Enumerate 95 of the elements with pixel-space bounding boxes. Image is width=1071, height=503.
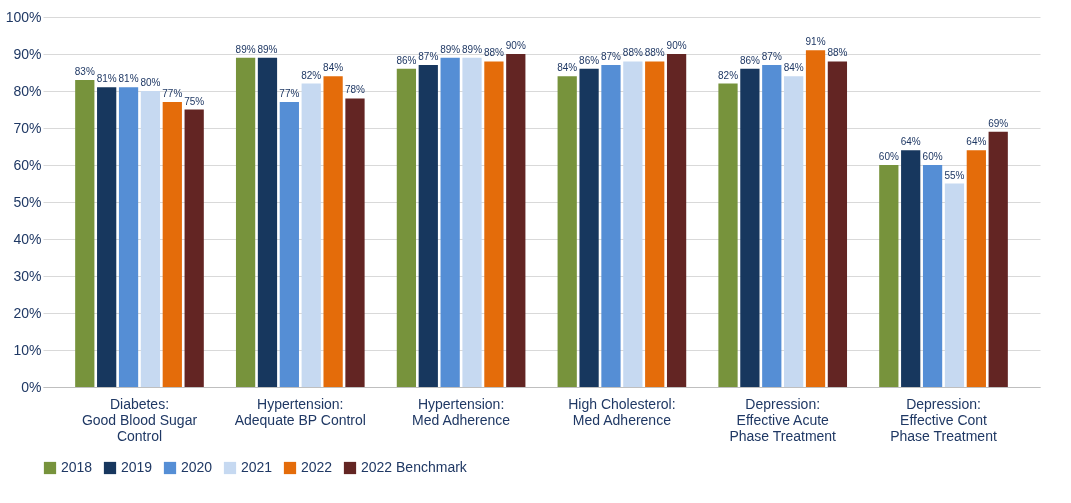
legend-label: 2020 — [181, 459, 213, 475]
data-label: 84% — [557, 62, 578, 74]
data-label: 77% — [162, 88, 183, 100]
bar — [140, 91, 161, 387]
bar — [827, 61, 848, 387]
bar — [666, 54, 687, 387]
data-label: 89% — [257, 43, 278, 55]
bar — [762, 65, 782, 387]
data-label: 69% — [988, 117, 1009, 129]
data-label: 84% — [783, 62, 804, 74]
bar — [740, 68, 760, 387]
data-label: 91% — [805, 36, 826, 48]
bar — [601, 65, 621, 387]
data-label: 88% — [827, 47, 848, 59]
x-tick-label: Diabetes: Good Blood Sugar Control — [81, 395, 198, 444]
bar — [901, 150, 921, 387]
y-tick-label: 80% — [13, 82, 42, 99]
data-label: 86% — [579, 54, 600, 66]
x-tick-label: Hypertension: Med Adherence — [412, 395, 511, 428]
legend-label: 2018 — [61, 459, 93, 475]
bar — [184, 109, 204, 387]
data-label: 86% — [739, 54, 761, 66]
x-tick-label: High Cholesterol: Med Adherence — [568, 395, 676, 428]
bar — [345, 98, 365, 387]
bar — [805, 50, 826, 387]
y-tick-label: 40% — [13, 230, 42, 247]
legend-label: 2019 — [121, 459, 153, 475]
bar — [323, 76, 343, 387]
data-label: 90% — [666, 40, 687, 51]
data-label: 64% — [900, 136, 921, 148]
bar — [623, 61, 643, 387]
y-tick-label: 100% — [5, 8, 42, 25]
bar — [579, 68, 599, 387]
data-label: 84% — [323, 62, 344, 74]
data-label: 60% — [878, 151, 899, 162]
bar — [301, 83, 321, 387]
bar — [784, 76, 804, 387]
data-label: 89% — [440, 43, 461, 55]
data-label: 83% — [74, 65, 95, 77]
data-label: 89% — [462, 43, 483, 55]
data-label: 86% — [396, 54, 417, 66]
bar — [944, 183, 965, 387]
data-label: 60% — [922, 151, 943, 162]
data-label: 64% — [966, 136, 987, 148]
y-tick-label: 50% — [13, 193, 42, 210]
data-label: 89% — [235, 43, 256, 55]
bar — [440, 57, 460, 387]
data-label: 88% — [644, 47, 665, 59]
data-label: 82% — [718, 69, 739, 81]
bar — [235, 57, 256, 387]
data-label: 88% — [622, 47, 643, 59]
bar — [988, 131, 1008, 387]
bar — [118, 87, 139, 387]
bar — [557, 76, 577, 387]
bar — [645, 61, 665, 387]
bar — [279, 102, 299, 387]
legend-label: 2021 — [241, 459, 273, 475]
bar — [718, 83, 738, 387]
data-label: 81% — [96, 73, 117, 85]
y-tick-label: 90% — [13, 45, 42, 62]
data-label: 87% — [761, 51, 782, 63]
data-label: 77% — [279, 88, 300, 100]
data-label: 75% — [184, 95, 205, 107]
legend-label: 2022 Benchmark — [361, 459, 468, 475]
bar — [97, 87, 117, 387]
data-label: 80% — [140, 77, 161, 88]
x-tick-label: Depression: Effective Cont Phase Treatment — [890, 395, 997, 444]
bar — [75, 79, 95, 387]
y-tick-label: 0% — [21, 378, 42, 395]
x-tick-label: Hypertension: Adequate BP Control — [234, 395, 366, 428]
y-tick-label: 10% — [13, 341, 42, 358]
data-label: 55% — [944, 169, 965, 181]
data-label: 82% — [301, 69, 322, 81]
legend-label: 2022 — [301, 459, 333, 475]
bar — [506, 54, 526, 387]
y-tick-label: 30% — [13, 267, 42, 284]
bar — [396, 68, 417, 387]
y-tick-label: 60% — [13, 156, 42, 173]
y-tick-label: 20% — [13, 304, 42, 321]
bar — [418, 65, 438, 387]
bar — [162, 102, 182, 387]
data-label: 90% — [505, 40, 526, 51]
y-tick-label: 70% — [13, 119, 42, 136]
data-label: 81% — [118, 73, 139, 85]
data-label: 87% — [418, 51, 439, 63]
bar — [879, 165, 899, 387]
data-label: 87% — [600, 51, 622, 63]
bar — [484, 61, 504, 387]
bar — [462, 57, 482, 387]
x-tick-label: Depression: Effective Acute Phase Treatment — [729, 395, 837, 444]
data-label: 88% — [483, 47, 505, 59]
bar — [966, 150, 986, 387]
data-label: 78% — [344, 84, 366, 96]
bar — [922, 165, 943, 387]
bar — [257, 57, 278, 387]
